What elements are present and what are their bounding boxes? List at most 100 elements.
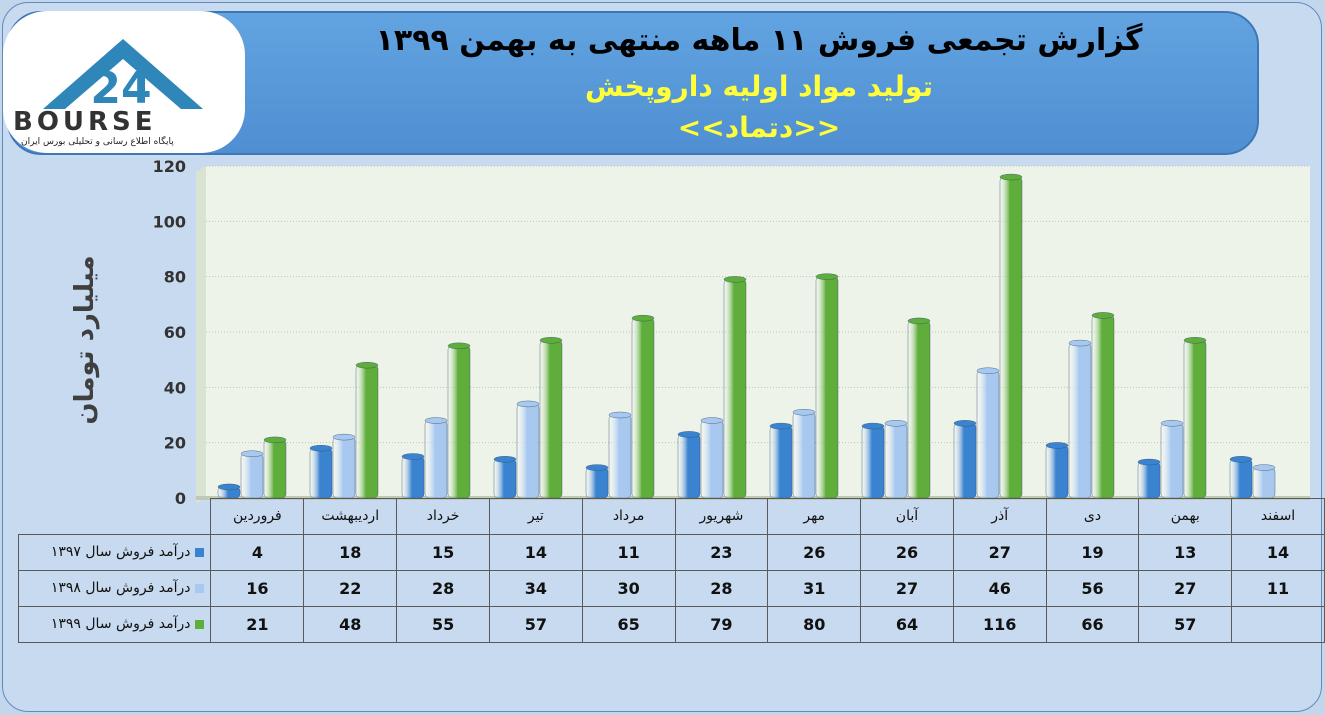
- bar: [700, 420, 724, 499]
- x-tick-label: خرداد: [396, 498, 490, 535]
- logo-tagline: پایگاه اطلاع رسانی و تحلیلی بورس ایران: [21, 137, 174, 147]
- svg-text:24: 24: [90, 63, 151, 111]
- bar-cap: [700, 417, 724, 424]
- legend-label: درآمد فروش سال ۱۳۹۸: [50, 580, 191, 596]
- bar: [861, 425, 885, 499]
- data-label: 28: [396, 569, 490, 607]
- data-label: 21: [210, 605, 305, 643]
- bar-cap: [953, 420, 977, 427]
- y-axis-label: میلیارد تومان: [70, 255, 100, 425]
- bar: [516, 403, 540, 499]
- data-label: 26: [767, 533, 862, 571]
- chart-subtitle-ticker: <<دتماد>>: [677, 111, 841, 144]
- bar: [539, 340, 563, 499]
- data-label: 116: [952, 605, 1047, 643]
- chart-title: گزارش تجمعی فروش ۱۱ ماهه منتهی به بهمن ۱…: [375, 23, 1143, 58]
- data-label: [1231, 605, 1325, 643]
- bar-cap: [769, 422, 793, 430]
- bar: [493, 459, 517, 499]
- bar: [263, 439, 287, 499]
- data-label: 18: [303, 533, 398, 571]
- bar: [240, 453, 264, 499]
- data-label: 14: [488, 533, 583, 571]
- bar-cap: [447, 342, 471, 350]
- table-corner: [18, 498, 212, 535]
- bar-cap: [1045, 442, 1069, 449]
- bar-cap: [217, 483, 241, 491]
- table-row: درآمد فروش سال ۱۳۹۷ 4 18 15 14 11 23 26 26 27 19 13…: [17, 533, 1325, 571]
- bar: [332, 436, 356, 499]
- bar: [884, 423, 908, 499]
- bar-cap: [1160, 420, 1184, 427]
- x-tick-label: تیر: [488, 498, 583, 535]
- y-tick-label: 20: [164, 434, 186, 453]
- bar-cap: [1068, 339, 1092, 347]
- bourse24-logo: 24 BOURSE پایگاه اطلاع رسانی و تحلیلی بو…: [3, 11, 245, 153]
- data-label: 55: [396, 605, 490, 643]
- y-tick-label: 120: [153, 157, 186, 176]
- table-row: درآمد فروش سال ۱۳۹۸ 16 22 28 34 30 28 31 27 46 56 2…: [17, 569, 1325, 607]
- data-label: 28: [674, 569, 769, 607]
- bar-cap: [1183, 337, 1207, 344]
- bar-cap: [976, 367, 1000, 374]
- bar-cap: [516, 400, 540, 408]
- bar-cap: [861, 422, 885, 430]
- legend-label: درآمد فروش سال ۱۳۹۷: [50, 544, 191, 560]
- x-tick-label: مهر: [767, 498, 862, 535]
- chart-subtitle-company: تولید مواد اولیه داروپخش: [585, 70, 933, 103]
- bar-cap: [585, 464, 609, 471]
- bar-cap: [999, 173, 1023, 181]
- bar: [1068, 342, 1092, 499]
- bar: [1229, 459, 1253, 499]
- bar-cap: [424, 417, 448, 424]
- bar-cap: [240, 450, 264, 457]
- data-label: 13: [1138, 533, 1233, 571]
- x-tick-label: شهریور: [674, 498, 769, 535]
- bar: [447, 345, 471, 499]
- bar: [1091, 315, 1115, 499]
- bar: [401, 456, 425, 499]
- data-label: 11: [1231, 569, 1325, 607]
- x-tick-label: اسفند: [1231, 498, 1325, 535]
- bar: [608, 414, 632, 499]
- data-label: 34: [488, 569, 583, 607]
- bar-cap: [677, 431, 701, 438]
- bar-cap: [792, 409, 816, 416]
- bar-cap: [907, 317, 931, 325]
- bar: [953, 423, 977, 499]
- bar-cap: [631, 314, 655, 322]
- bar-cap: [355, 362, 379, 369]
- data-label: 11: [581, 533, 676, 571]
- y-tick-label: 40: [164, 378, 186, 397]
- y-tick-label: 60: [164, 323, 186, 342]
- data-label: 48: [303, 605, 398, 643]
- data-label: 57: [1138, 605, 1233, 643]
- legend-entry: درآمد فروش سال ۱۳۹۷: [17, 533, 212, 571]
- bar: [1183, 340, 1207, 499]
- bar: [1252, 467, 1276, 499]
- legend-swatch: [195, 619, 205, 629]
- bar: [976, 370, 1000, 499]
- data-label: 15: [396, 533, 490, 571]
- bar: [723, 279, 747, 499]
- logo-wordmark: BOURSE: [13, 107, 157, 137]
- bar-cap: [1091, 312, 1115, 319]
- data-label: 27: [1138, 569, 1233, 607]
- data-table: فروردین اردیبهشت خرداد تیر مرداد شهریور مهر آبا…: [17, 498, 1325, 643]
- x-tick-label: آذر: [952, 498, 1047, 535]
- legend-swatch: [195, 583, 205, 593]
- x-tick-label: دی: [1045, 498, 1140, 535]
- bar-cap: [815, 273, 839, 280]
- data-label: 4: [210, 533, 305, 571]
- bar: [677, 434, 701, 499]
- bar: [355, 365, 379, 499]
- plot-side-wall: [196, 166, 206, 504]
- x-tick-label: آبان: [860, 498, 954, 535]
- legend-label: درآمد فروش سال ۱۳۹۹: [50, 616, 191, 632]
- table-row: درآمد فروش سال ۱۳۹۹ 21 48 55 57 65 79 80 64 116 66…: [17, 605, 1325, 643]
- bar-cap: [1252, 464, 1276, 471]
- bar-cap: [539, 337, 563, 344]
- bar-cap: [263, 436, 287, 444]
- data-label: 22: [303, 569, 398, 607]
- data-label: 26: [860, 533, 954, 571]
